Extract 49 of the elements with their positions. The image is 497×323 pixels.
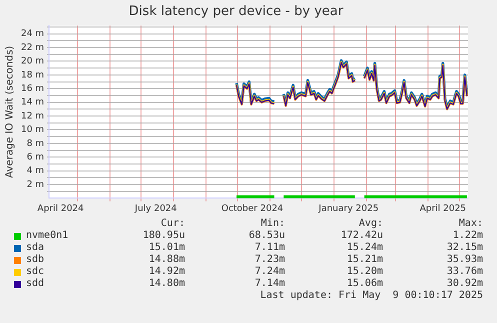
text: 7.11m (254, 242, 285, 254)
text: 15.20m (346, 266, 383, 278)
y-tick-label: 6 m (26, 152, 44, 162)
y-tick-label: 2 m (26, 180, 44, 190)
y-tick-label: 24 m (20, 29, 44, 40)
y-tick-label: 22 m (20, 42, 44, 53)
text: 32.15m (446, 242, 483, 254)
legend-label: sdc (26, 266, 44, 278)
x-tick-label: October 2024 (221, 204, 284, 214)
text: Last update: Fri May 9 00:10:17 2025 (260, 290, 483, 302)
legend-label: sda (26, 242, 44, 254)
x-tick-label: July 2024 (134, 204, 178, 214)
text: Avg: (358, 218, 383, 230)
text: 33.76m (446, 266, 483, 278)
y-tick-label: 12 m (20, 111, 44, 122)
text: 30.92m (446, 278, 483, 290)
legend-label: sdd (26, 278, 44, 290)
text: 15.01m (148, 242, 185, 254)
text: 15.24m (346, 242, 383, 254)
text: Min: (260, 218, 285, 230)
y-tick-label: 10 m (20, 125, 44, 136)
text: 1.22m (452, 230, 483, 242)
text: 180.95u (142, 230, 185, 242)
y-tick-label: 16 m (20, 84, 44, 94)
text: 15.21m (346, 254, 383, 266)
x-tick-label: April 2024 (37, 204, 84, 214)
text: 14.92m (148, 266, 185, 278)
text: 7.14m (254, 278, 285, 290)
y-tick-label: 18 m (20, 70, 44, 80)
x-tick-label: April 2025 (420, 204, 466, 214)
legend-label: nvme0n1 (26, 230, 68, 242)
text: 7.24m (254, 266, 285, 278)
chart-title: Disk latency per device - by year (128, 4, 344, 20)
x-tick-label: January 2025 (318, 204, 379, 214)
y-tick-label: 14 m (20, 98, 44, 108)
y-tick-label: 4 m (26, 166, 44, 176)
text: 68.53u (248, 230, 285, 242)
text: 15.06m (346, 278, 383, 290)
text: Max: (458, 218, 483, 230)
text: Cur: (160, 218, 185, 230)
y-tick-label: 20 m (20, 56, 44, 67)
y-tick-label: 8 m (26, 138, 44, 149)
text: 35.93m (446, 254, 483, 266)
text: 14.88m (148, 254, 185, 266)
legend-label: sdb (26, 254, 44, 266)
text: 172.42u (340, 230, 383, 242)
y-axis-title: Average IO Wait (seconds) (4, 46, 16, 178)
text: 14.80m (148, 278, 185, 290)
text: 7.23m (254, 254, 285, 266)
